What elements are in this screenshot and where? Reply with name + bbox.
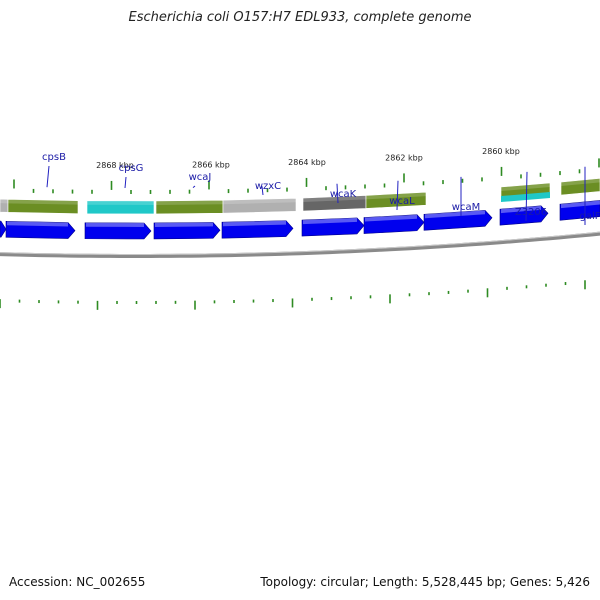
- cds-arrow: [423, 209, 493, 231]
- kbp-label: 2866 kbp: [192, 160, 230, 169]
- gene-label-wcam: wcaM: [452, 202, 480, 213]
- feature-segment: [365, 191, 427, 209]
- cds-arrow-shine: [7, 221, 68, 227]
- feature-segment: [86, 200, 155, 215]
- genome-summary-text: Topology: circular; Length: 5,528,445 bp…: [260, 575, 590, 589]
- outer-tick-marks: [13, 158, 600, 194]
- gene-pointer: [46, 165, 50, 188]
- feature-segment-shine: [0, 199, 8, 204]
- gene-label-cpsg: cpsG: [119, 163, 144, 174]
- cds-arrow: [221, 220, 294, 239]
- gene-label-wzxc: wzxC: [255, 181, 281, 192]
- gene-pointer: [525, 171, 528, 222]
- cds-arrow: [84, 222, 152, 240]
- backbone-line: [0, 231, 600, 258]
- cds-arrow-shine: [501, 205, 541, 214]
- cds-arrow: [5, 220, 76, 239]
- feature-segment-shine: [87, 200, 154, 205]
- kbp-label: 2860 kbp: [482, 147, 520, 156]
- feature-segment-sub: [501, 192, 550, 203]
- feature-segment-shine: [8, 199, 78, 205]
- feature-segment-shine: [366, 192, 426, 200]
- cds-track: [0, 200, 600, 240]
- gene-pointer: [192, 185, 196, 189]
- cds-arrow-shine: [425, 210, 485, 219]
- gene-label-z3206: Z3206: [515, 207, 547, 218]
- gene-pointer: [336, 183, 339, 204]
- cds-arrow-shine: [223, 220, 286, 227]
- gene-pointer: [396, 180, 399, 211]
- cds-arrow-shine: [155, 222, 213, 227]
- gene-pointers: [46, 165, 586, 225]
- gene-label-wcaj: wcaJ: [189, 172, 212, 183]
- gene-label-galf: galF: [579, 211, 600, 222]
- kbp-label: 2862 kbp: [385, 153, 423, 162]
- feature-segment-shine: [223, 198, 296, 205]
- cds-arrow: [559, 200, 600, 221]
- gene-pointer: [261, 186, 264, 196]
- cds-arrow: [0, 220, 7, 238]
- accession-text: Accession: NC_002655: [9, 575, 146, 589]
- cds-arrow-shine: [86, 222, 144, 227]
- cds-arrow-shine: [561, 200, 600, 209]
- kbp-labels: 2868 kbp 2866 kbp 2864 kbp 2862 kbp 2860 kbp: [96, 147, 520, 170]
- feature-segment: [222, 197, 297, 214]
- feature-track: [0, 178, 600, 215]
- kbp-label: 2864 kbp: [288, 158, 326, 167]
- gene-label-wcak: wcaK: [330, 189, 357, 200]
- feature-segment: [560, 178, 600, 196]
- feature-segment-shine: [561, 178, 600, 187]
- gene-labels: cpsB cpsG wcaJ wzxC wcaK wcaL wcaM Z3206 galF: [42, 152, 600, 222]
- feature-segment: [7, 199, 79, 214]
- cds-arrow-shine: [303, 217, 357, 225]
- feature-segment-shine: [156, 200, 223, 205]
- cds-arrow: [363, 214, 425, 234]
- backbone-highlight: [0, 231, 600, 255]
- genome-backbone: [0, 231, 600, 258]
- feature-segment-shine: [303, 195, 366, 203]
- inner-tick-marks: [0, 280, 586, 310]
- map-title: Escherichia coli O157:H7 EDL933, complet…: [128, 10, 472, 25]
- gene-label-wcal: wcaL: [389, 196, 415, 207]
- gene-pointer: [124, 176, 127, 189]
- cds-arrow: [301, 217, 365, 237]
- feature-segment-shine: [501, 182, 550, 192]
- cds-arrow: [153, 222, 221, 240]
- cds-arrow: [499, 205, 549, 226]
- gene-label-cpsb: cpsB: [42, 152, 66, 163]
- kbp-label: 2868 kbp: [96, 161, 134, 170]
- cds-arrow-shine: [365, 214, 417, 222]
